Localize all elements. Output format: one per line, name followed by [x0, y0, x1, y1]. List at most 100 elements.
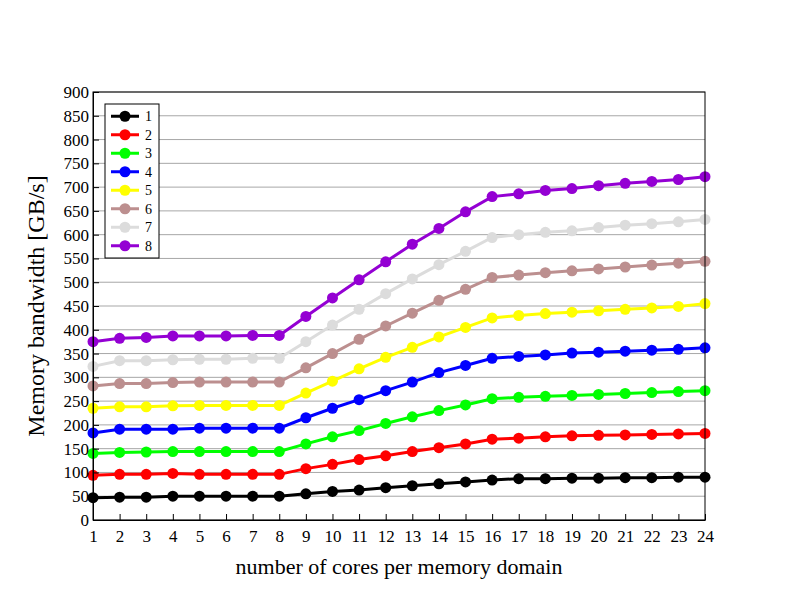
- tick-label: 600: [64, 226, 90, 245]
- marker: [620, 262, 631, 273]
- marker: [380, 385, 391, 396]
- tick: 550: [64, 249, 100, 268]
- series: [88, 428, 711, 481]
- tick-mark: [93, 116, 99, 117]
- marker: [300, 463, 311, 474]
- marker: [300, 488, 311, 499]
- tick-label: 200: [64, 416, 90, 435]
- tick-label: 11: [351, 527, 367, 546]
- marker: [327, 459, 338, 470]
- marker: [433, 367, 444, 378]
- marker: [167, 400, 178, 411]
- tick-mark: [705, 514, 706, 520]
- tick-mark: [93, 140, 99, 141]
- marker: [380, 320, 391, 331]
- tick: 500: [64, 273, 100, 292]
- legend-swatch-marker: [120, 240, 131, 251]
- marker: [194, 377, 205, 388]
- marker: [380, 482, 391, 493]
- grid-line: [93, 329, 705, 330]
- marker: [433, 223, 444, 234]
- tick-label: 16: [484, 527, 501, 546]
- marker: [274, 446, 285, 457]
- legend-box: [105, 104, 159, 258]
- marker: [646, 345, 657, 356]
- tick-mark: [93, 425, 99, 426]
- marker: [407, 273, 418, 284]
- marker: [646, 472, 657, 483]
- marker: [460, 206, 471, 217]
- marker: [460, 284, 471, 295]
- legend-label: 6: [145, 202, 152, 217]
- tick-label: 650: [64, 202, 90, 221]
- marker: [566, 430, 577, 441]
- marker: [221, 377, 232, 388]
- marker: [327, 376, 338, 387]
- marker: [167, 377, 178, 388]
- legend-entry: 7: [111, 220, 152, 235]
- marker: [540, 431, 551, 442]
- tick: 200: [64, 416, 100, 435]
- marker: [194, 354, 205, 365]
- marker: [167, 354, 178, 365]
- marker: [593, 180, 604, 191]
- marker: [274, 353, 285, 364]
- marker: [673, 174, 684, 185]
- marker: [433, 442, 444, 453]
- tick: 450: [64, 297, 100, 316]
- marker: [167, 446, 178, 457]
- tick-label: 400: [64, 321, 90, 340]
- tick: 2: [116, 514, 125, 546]
- tick-label: 700: [64, 178, 90, 197]
- marker: [300, 336, 311, 347]
- marker: [487, 312, 498, 323]
- marker: [433, 405, 444, 416]
- marker: [327, 292, 338, 303]
- marker: [141, 424, 152, 435]
- marker: [247, 446, 258, 457]
- tick: 800: [64, 130, 100, 149]
- marker: [460, 360, 471, 371]
- legend-entry: 2: [111, 128, 152, 143]
- marker: [221, 354, 232, 365]
- marker: [460, 438, 471, 449]
- marker: [593, 222, 604, 233]
- series: [88, 256, 711, 392]
- tick-label: 9: [302, 527, 311, 546]
- marker: [300, 362, 311, 373]
- grid-line: [93, 448, 705, 449]
- legend-entry: 6: [111, 202, 152, 217]
- tick: 700: [64, 178, 100, 197]
- marker: [194, 446, 205, 457]
- marker: [300, 388, 311, 399]
- tick: 50: [72, 487, 99, 506]
- marker: [327, 348, 338, 359]
- marker: [247, 423, 258, 434]
- marker: [247, 353, 258, 364]
- legend-label: 2: [145, 128, 152, 143]
- marker: [540, 185, 551, 196]
- tick: 0: [81, 511, 100, 530]
- series: [88, 342, 711, 438]
- marker: [566, 390, 577, 401]
- marker: [540, 227, 551, 238]
- tick-label: 23: [670, 527, 687, 546]
- tick-label: 10: [324, 527, 341, 546]
- legend-swatch-marker: [120, 148, 131, 159]
- marker: [327, 403, 338, 414]
- tick-label: 300: [64, 368, 90, 387]
- tick-label: 14: [431, 527, 449, 546]
- tick: 650: [64, 202, 100, 221]
- tick-mark: [466, 514, 467, 520]
- tick-label: 2: [116, 527, 125, 546]
- marker: [221, 330, 232, 341]
- legend-entry: 5: [111, 183, 152, 198]
- marker: [247, 469, 258, 480]
- series: [88, 298, 711, 414]
- marker: [114, 469, 125, 480]
- tick-label: 13: [404, 527, 421, 546]
- marker: [247, 400, 258, 411]
- marker: [620, 346, 631, 357]
- marker: [194, 400, 205, 411]
- marker: [221, 400, 232, 411]
